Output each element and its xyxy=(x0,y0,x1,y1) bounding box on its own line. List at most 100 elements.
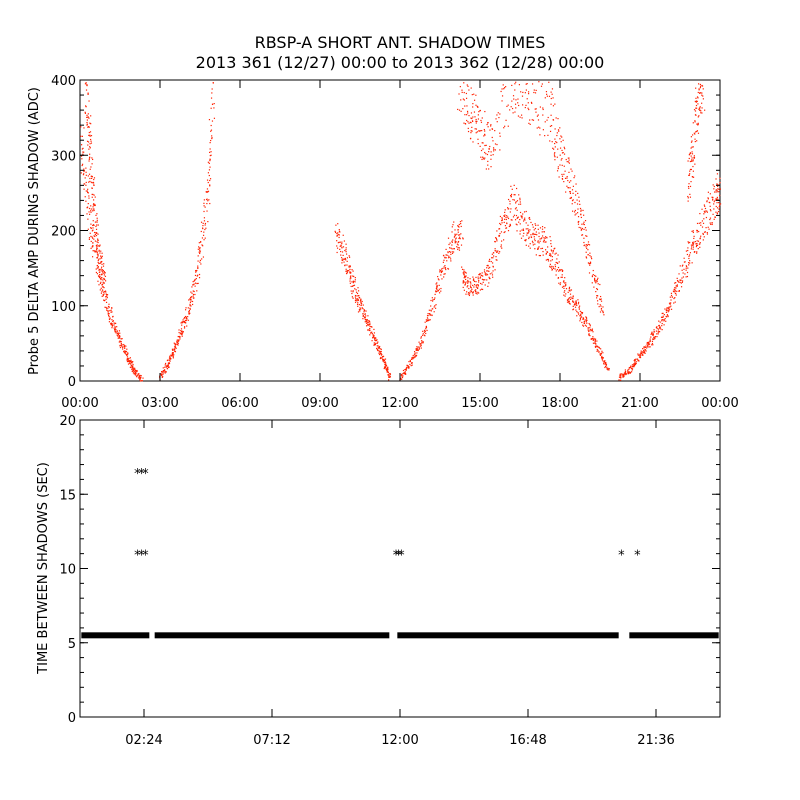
top-data-point xyxy=(131,370,133,372)
top-data-point xyxy=(89,168,91,170)
top-data-point xyxy=(690,168,692,171)
top-data-point xyxy=(660,328,662,330)
top-data-point xyxy=(568,298,570,300)
top-data-point xyxy=(691,146,693,148)
top-data-point xyxy=(563,294,565,296)
top-data-point xyxy=(425,319,427,321)
top-data-point xyxy=(525,222,527,224)
top-data-point xyxy=(411,357,413,359)
top-data-point xyxy=(173,354,175,356)
top-data-point xyxy=(555,141,557,143)
top-data-point xyxy=(124,347,126,349)
top-data-point xyxy=(348,265,350,267)
top-data-point xyxy=(719,188,722,190)
top-data-point xyxy=(704,231,706,233)
top-data-point xyxy=(101,289,104,291)
top-data-point xyxy=(493,255,495,257)
top-data-point xyxy=(507,198,510,201)
bottom-data-point: * xyxy=(138,467,145,482)
top-data-point xyxy=(450,253,452,255)
top-data-point xyxy=(466,286,468,288)
top-data-point xyxy=(164,371,166,373)
top-data-point xyxy=(194,274,197,277)
top-data-point xyxy=(202,227,204,230)
top-data-point xyxy=(369,325,371,328)
top-data-point xyxy=(488,151,490,153)
top-data-point xyxy=(87,202,89,205)
top-data-point xyxy=(667,315,669,317)
top-data-point xyxy=(573,303,576,305)
top-data-point xyxy=(561,276,563,278)
top-data-point xyxy=(587,262,590,264)
top-data-point xyxy=(677,280,679,282)
top-data-point xyxy=(498,234,500,237)
top-data-point xyxy=(515,214,518,217)
top-data-point xyxy=(454,235,456,237)
top-data-point xyxy=(697,103,699,105)
top-data-point xyxy=(181,322,183,324)
top-data-point xyxy=(211,103,214,105)
top-data-point xyxy=(85,167,87,169)
top-data-point xyxy=(597,303,599,305)
top-data-point xyxy=(696,107,698,109)
top-data-point xyxy=(420,340,423,342)
top-data-point xyxy=(550,267,553,269)
top-data-point xyxy=(631,364,634,366)
top-data-point xyxy=(556,262,558,264)
top-data-point xyxy=(538,81,540,83)
top-data-point xyxy=(557,167,559,170)
top-data-point xyxy=(465,97,468,99)
top-data-point xyxy=(181,333,183,335)
top-data-point xyxy=(518,84,521,86)
top-data-point xyxy=(166,364,168,366)
top-data-point xyxy=(142,377,144,379)
top-data-point xyxy=(467,85,469,87)
top-data-point xyxy=(443,276,445,278)
top-data-point xyxy=(472,116,474,118)
top-data-point xyxy=(664,318,666,320)
top-data-point xyxy=(589,325,591,327)
top-data-point xyxy=(608,368,610,370)
top-data-point xyxy=(139,379,141,381)
top-data-point xyxy=(564,148,566,150)
top-data-point xyxy=(114,328,116,331)
top-data-point xyxy=(169,360,171,362)
top-data-point xyxy=(507,217,510,220)
top-data-point xyxy=(373,335,375,337)
top-data-point xyxy=(554,268,556,270)
top-data-point xyxy=(458,223,460,226)
top-data-point xyxy=(707,191,709,193)
top-data-point xyxy=(485,274,487,276)
top-data-point xyxy=(110,322,112,324)
top-data-point xyxy=(683,268,685,270)
top-data-point xyxy=(536,115,539,117)
top-data-point xyxy=(536,127,538,129)
top-data-point xyxy=(200,221,203,223)
top-data-point xyxy=(568,300,570,303)
top-data-point xyxy=(437,275,439,278)
top-data-point xyxy=(592,336,594,338)
top-data-point xyxy=(691,153,694,155)
top-data-point xyxy=(84,83,87,85)
top-data-point xyxy=(581,312,584,314)
top-data-point xyxy=(373,343,376,345)
top-data-point xyxy=(470,137,472,140)
top-data-point xyxy=(349,276,352,278)
top-data-point xyxy=(96,250,98,252)
top-data-point xyxy=(649,346,651,348)
top-data-point xyxy=(506,222,508,225)
top-data-point xyxy=(488,168,490,170)
top-data-point xyxy=(135,371,137,373)
top-data-point xyxy=(132,365,134,367)
top-data-point xyxy=(190,298,192,300)
top-data-point xyxy=(474,128,476,130)
top-data-point xyxy=(629,371,632,374)
top-data-point xyxy=(550,91,552,93)
top-data-point xyxy=(637,353,639,355)
top-data-point xyxy=(568,302,570,304)
top-data-point xyxy=(378,347,380,349)
top-data-point xyxy=(525,239,527,241)
top-data-point xyxy=(577,221,580,223)
top-data-point xyxy=(567,187,569,189)
top-data-point xyxy=(525,83,527,85)
